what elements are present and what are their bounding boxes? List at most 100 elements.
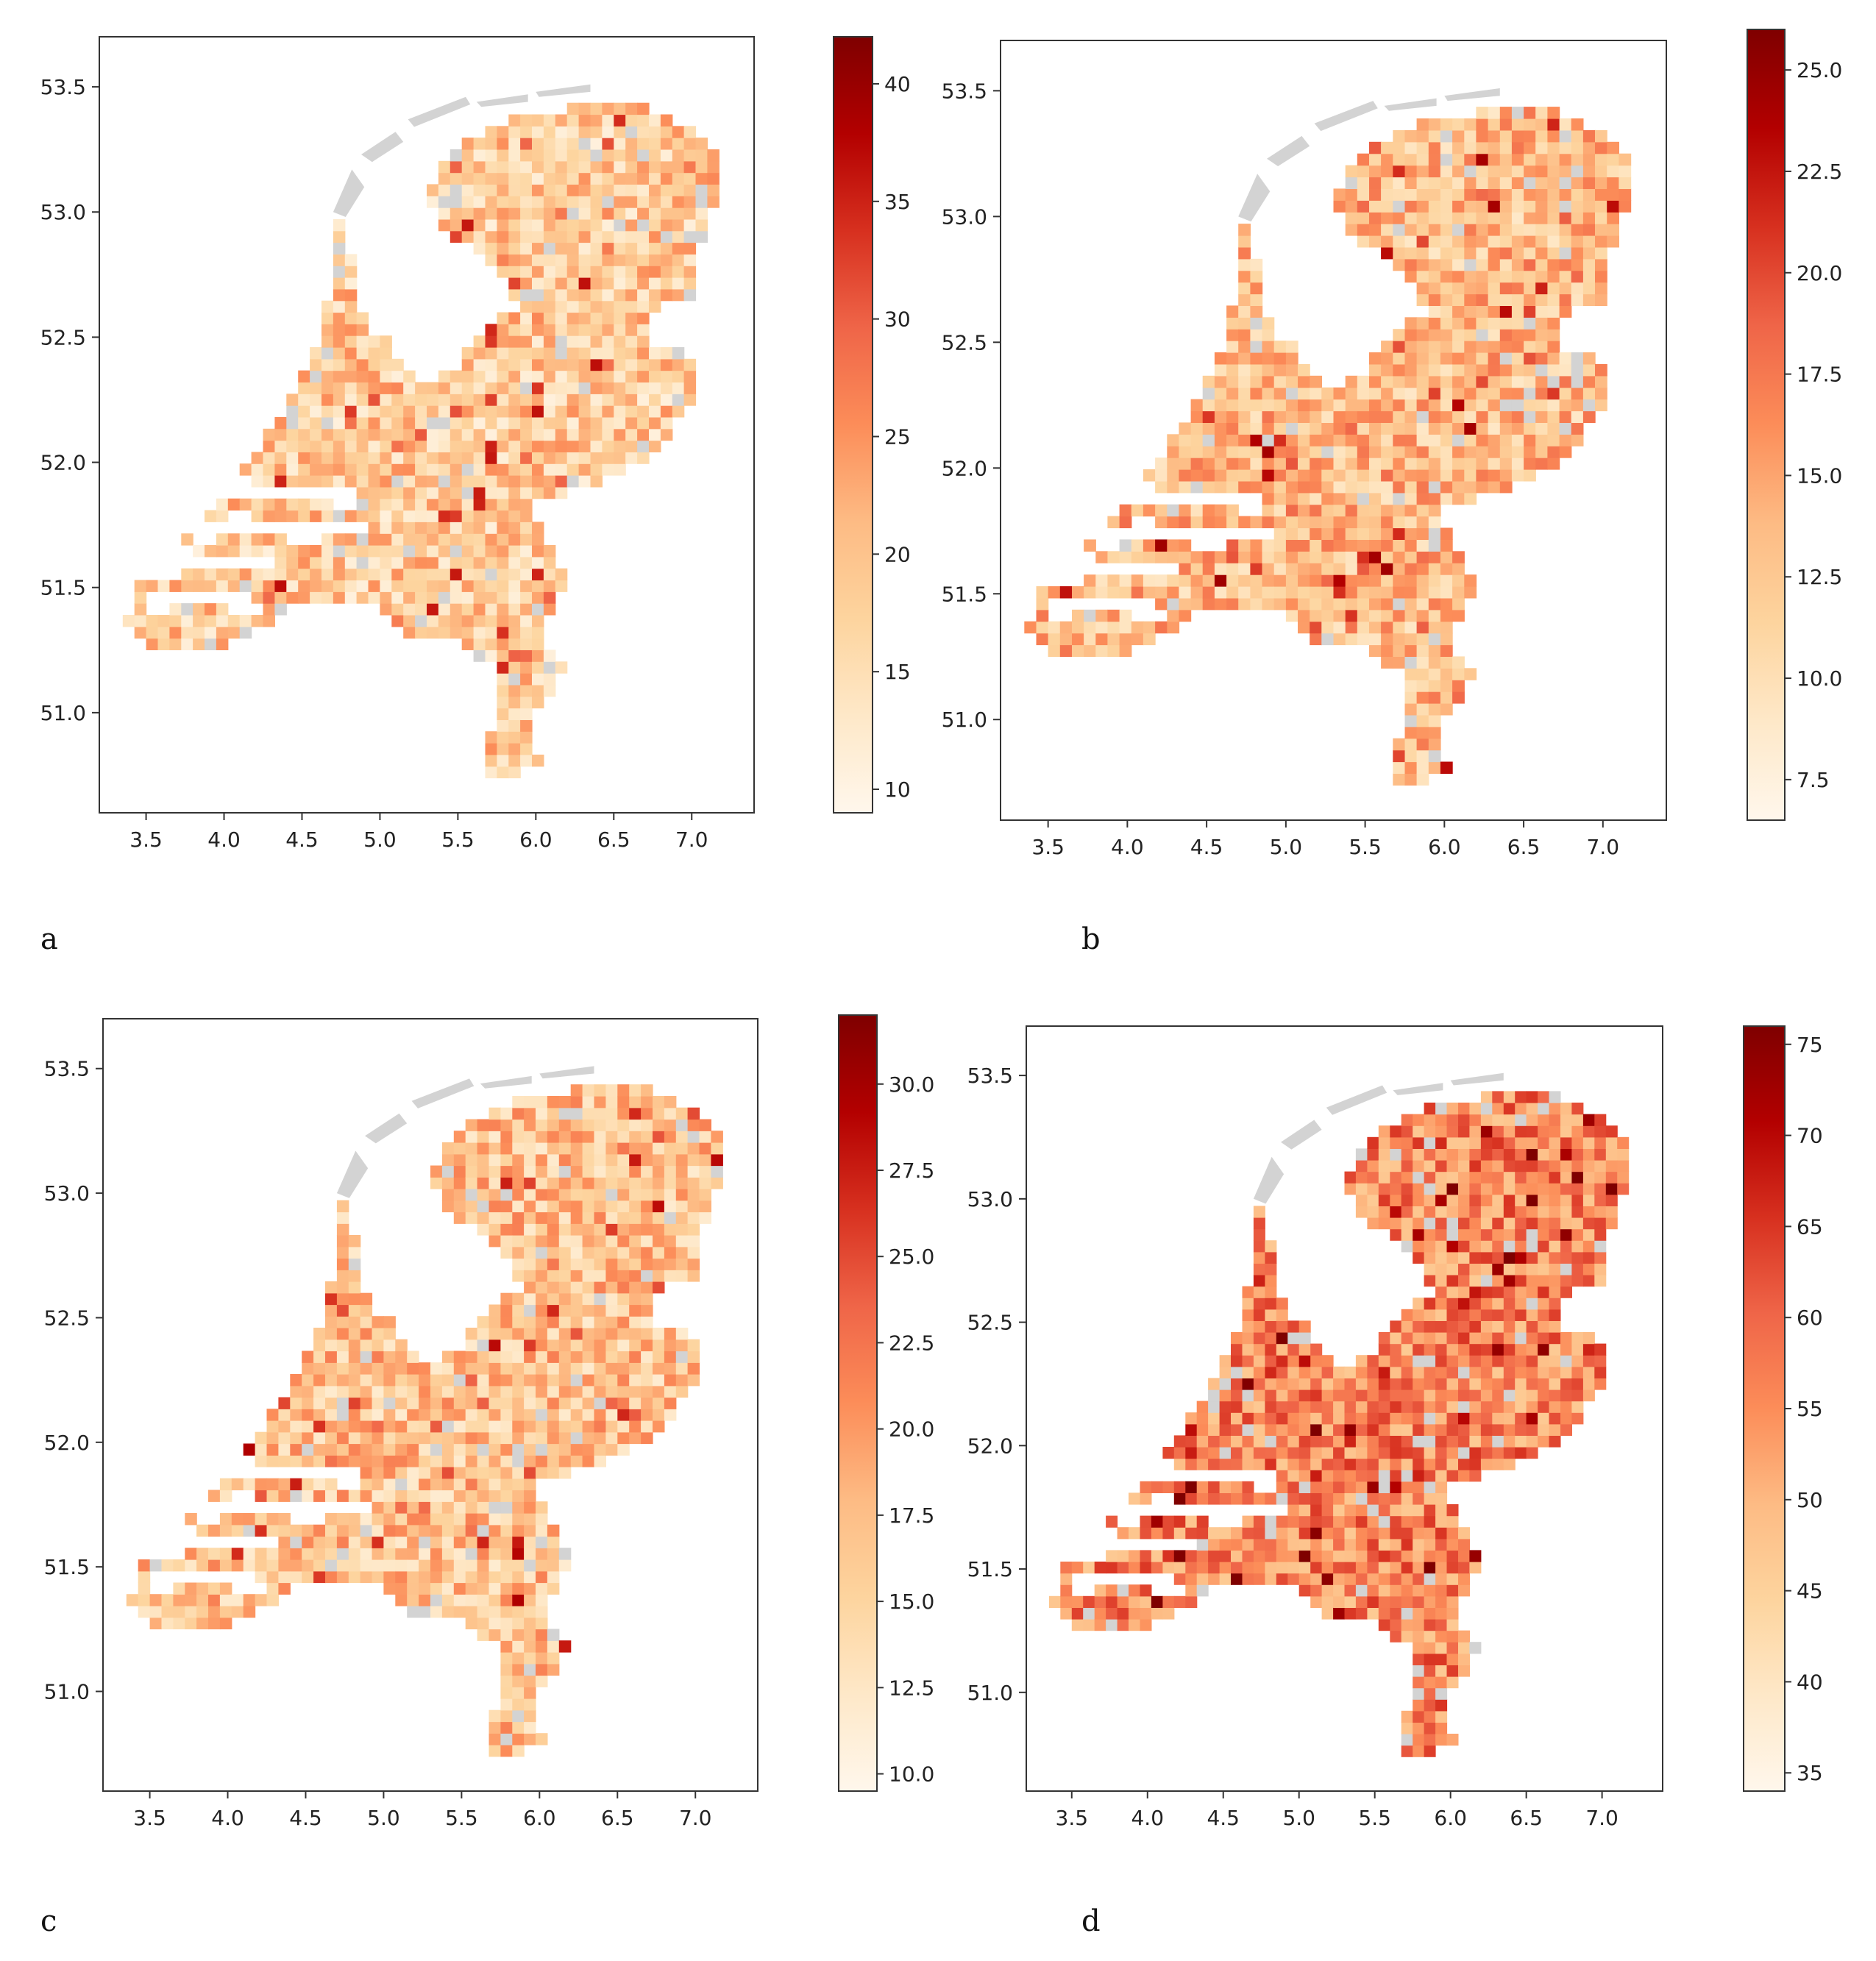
municipality-cell — [1424, 1745, 1436, 1757]
municipality-cell — [605, 1350, 618, 1363]
municipality-cell — [1469, 1378, 1482, 1390]
municipality-cell — [321, 382, 334, 394]
wadden-island — [408, 96, 471, 127]
municipality-cell — [1538, 1217, 1550, 1230]
municipality-cell — [1413, 1653, 1425, 1665]
municipality-cell — [508, 754, 521, 767]
municipality-cell — [547, 1339, 560, 1352]
municipality-cell — [1560, 1412, 1572, 1425]
municipality-cell — [473, 568, 486, 581]
municipality-cell — [508, 684, 521, 697]
municipality-cell — [1464, 141, 1477, 154]
municipality-cell — [1162, 1550, 1175, 1562]
municipality-cell — [1560, 1240, 1572, 1253]
municipality-cell — [536, 1165, 548, 1178]
municipality-cell — [570, 1223, 583, 1236]
municipality-cell — [512, 1350, 525, 1363]
municipality-cell — [1238, 539, 1251, 552]
municipality-cell — [508, 405, 521, 418]
municipality-cell — [1428, 410, 1441, 423]
municipality-cell — [1287, 1320, 1300, 1333]
municipality-cell — [1287, 1412, 1300, 1425]
x-tick-label: 6.5 — [601, 1806, 634, 1830]
municipality-cell — [441, 1189, 455, 1201]
municipality-cell — [485, 556, 497, 569]
municipality-cell — [251, 463, 264, 476]
municipality-cell — [465, 1131, 478, 1143]
municipality-cell — [450, 440, 463, 452]
municipality-cell — [415, 522, 427, 534]
municipality-cell — [263, 510, 275, 522]
municipality-cell — [438, 568, 451, 581]
municipality-cell — [286, 510, 299, 522]
municipality-cell — [1488, 469, 1501, 482]
municipality-cell — [473, 394, 486, 406]
municipality-cell — [500, 1513, 513, 1526]
municipality-cell — [1226, 504, 1239, 517]
municipality-cell — [602, 254, 614, 266]
municipality-cell — [1535, 352, 1548, 365]
municipality-cell — [1503, 1251, 1516, 1264]
municipality-cell — [485, 440, 497, 452]
municipality-cell — [488, 1165, 501, 1178]
municipality-cell — [1273, 410, 1287, 423]
municipality-cell — [1253, 1355, 1265, 1367]
municipality-cell — [641, 1153, 653, 1167]
municipality-cell — [1595, 270, 1607, 283]
municipality-cell — [1393, 246, 1406, 260]
municipality-cell — [313, 1570, 326, 1584]
municipality-cell — [391, 475, 404, 488]
municipality-cell — [1378, 1194, 1390, 1206]
municipality-cell — [196, 1606, 209, 1618]
municipality-cell — [488, 1107, 501, 1120]
municipality-cell — [263, 475, 275, 488]
municipality-cell — [602, 149, 614, 162]
municipality-cell — [566, 394, 580, 406]
municipality-cell — [1202, 458, 1215, 470]
municipality-cell — [488, 1385, 501, 1398]
municipality-cell — [438, 533, 451, 546]
municipality-cell — [1333, 551, 1346, 563]
municipality-cell — [1458, 1642, 1470, 1654]
municipality-cell — [520, 486, 533, 499]
municipality-cell — [1435, 1584, 1448, 1597]
municipality-cell — [1265, 1562, 1277, 1574]
wadden-island — [539, 1066, 594, 1079]
municipality-cell — [427, 382, 439, 394]
municipality-cell — [1535, 129, 1548, 143]
municipality-cell — [1571, 1343, 1584, 1356]
municipality-cell — [1549, 1148, 1561, 1161]
municipality-cell — [1582, 375, 1596, 388]
municipality-cell — [1499, 305, 1513, 318]
municipality-cell — [543, 218, 556, 232]
municipality-cell — [415, 568, 427, 581]
municipality-cell — [1476, 458, 1489, 470]
municipality-cell — [1273, 574, 1287, 587]
municipality-cell — [1547, 410, 1560, 423]
municipality-cell — [675, 1350, 689, 1363]
municipality-cell — [1435, 1217, 1448, 1230]
municipality-cell — [512, 1478, 525, 1491]
municipality-cell — [508, 568, 521, 581]
municipality-cell — [1238, 270, 1251, 283]
municipality-cell — [368, 370, 380, 382]
municipality-cell — [1265, 1435, 1277, 1448]
municipality-cell — [488, 1548, 501, 1560]
municipality-cell — [1582, 235, 1596, 248]
municipality-cell — [536, 1409, 548, 1421]
municipality-cell — [208, 1606, 221, 1618]
municipality-cell — [555, 218, 568, 232]
municipality-cell — [430, 1582, 443, 1595]
municipality-cell — [672, 254, 685, 266]
municipality-cell — [1321, 609, 1335, 622]
municipality-cell — [532, 452, 544, 464]
municipality-cell — [558, 1281, 572, 1294]
municipality-cell — [372, 1559, 384, 1572]
wadden-island — [411, 1078, 475, 1108]
municipality-cell — [555, 300, 568, 313]
municipality-cell — [427, 486, 439, 499]
municipality-cell — [520, 300, 533, 313]
municipality-cell — [255, 1431, 268, 1445]
municipality-cell — [558, 1258, 572, 1270]
municipality-cell — [1321, 492, 1335, 505]
